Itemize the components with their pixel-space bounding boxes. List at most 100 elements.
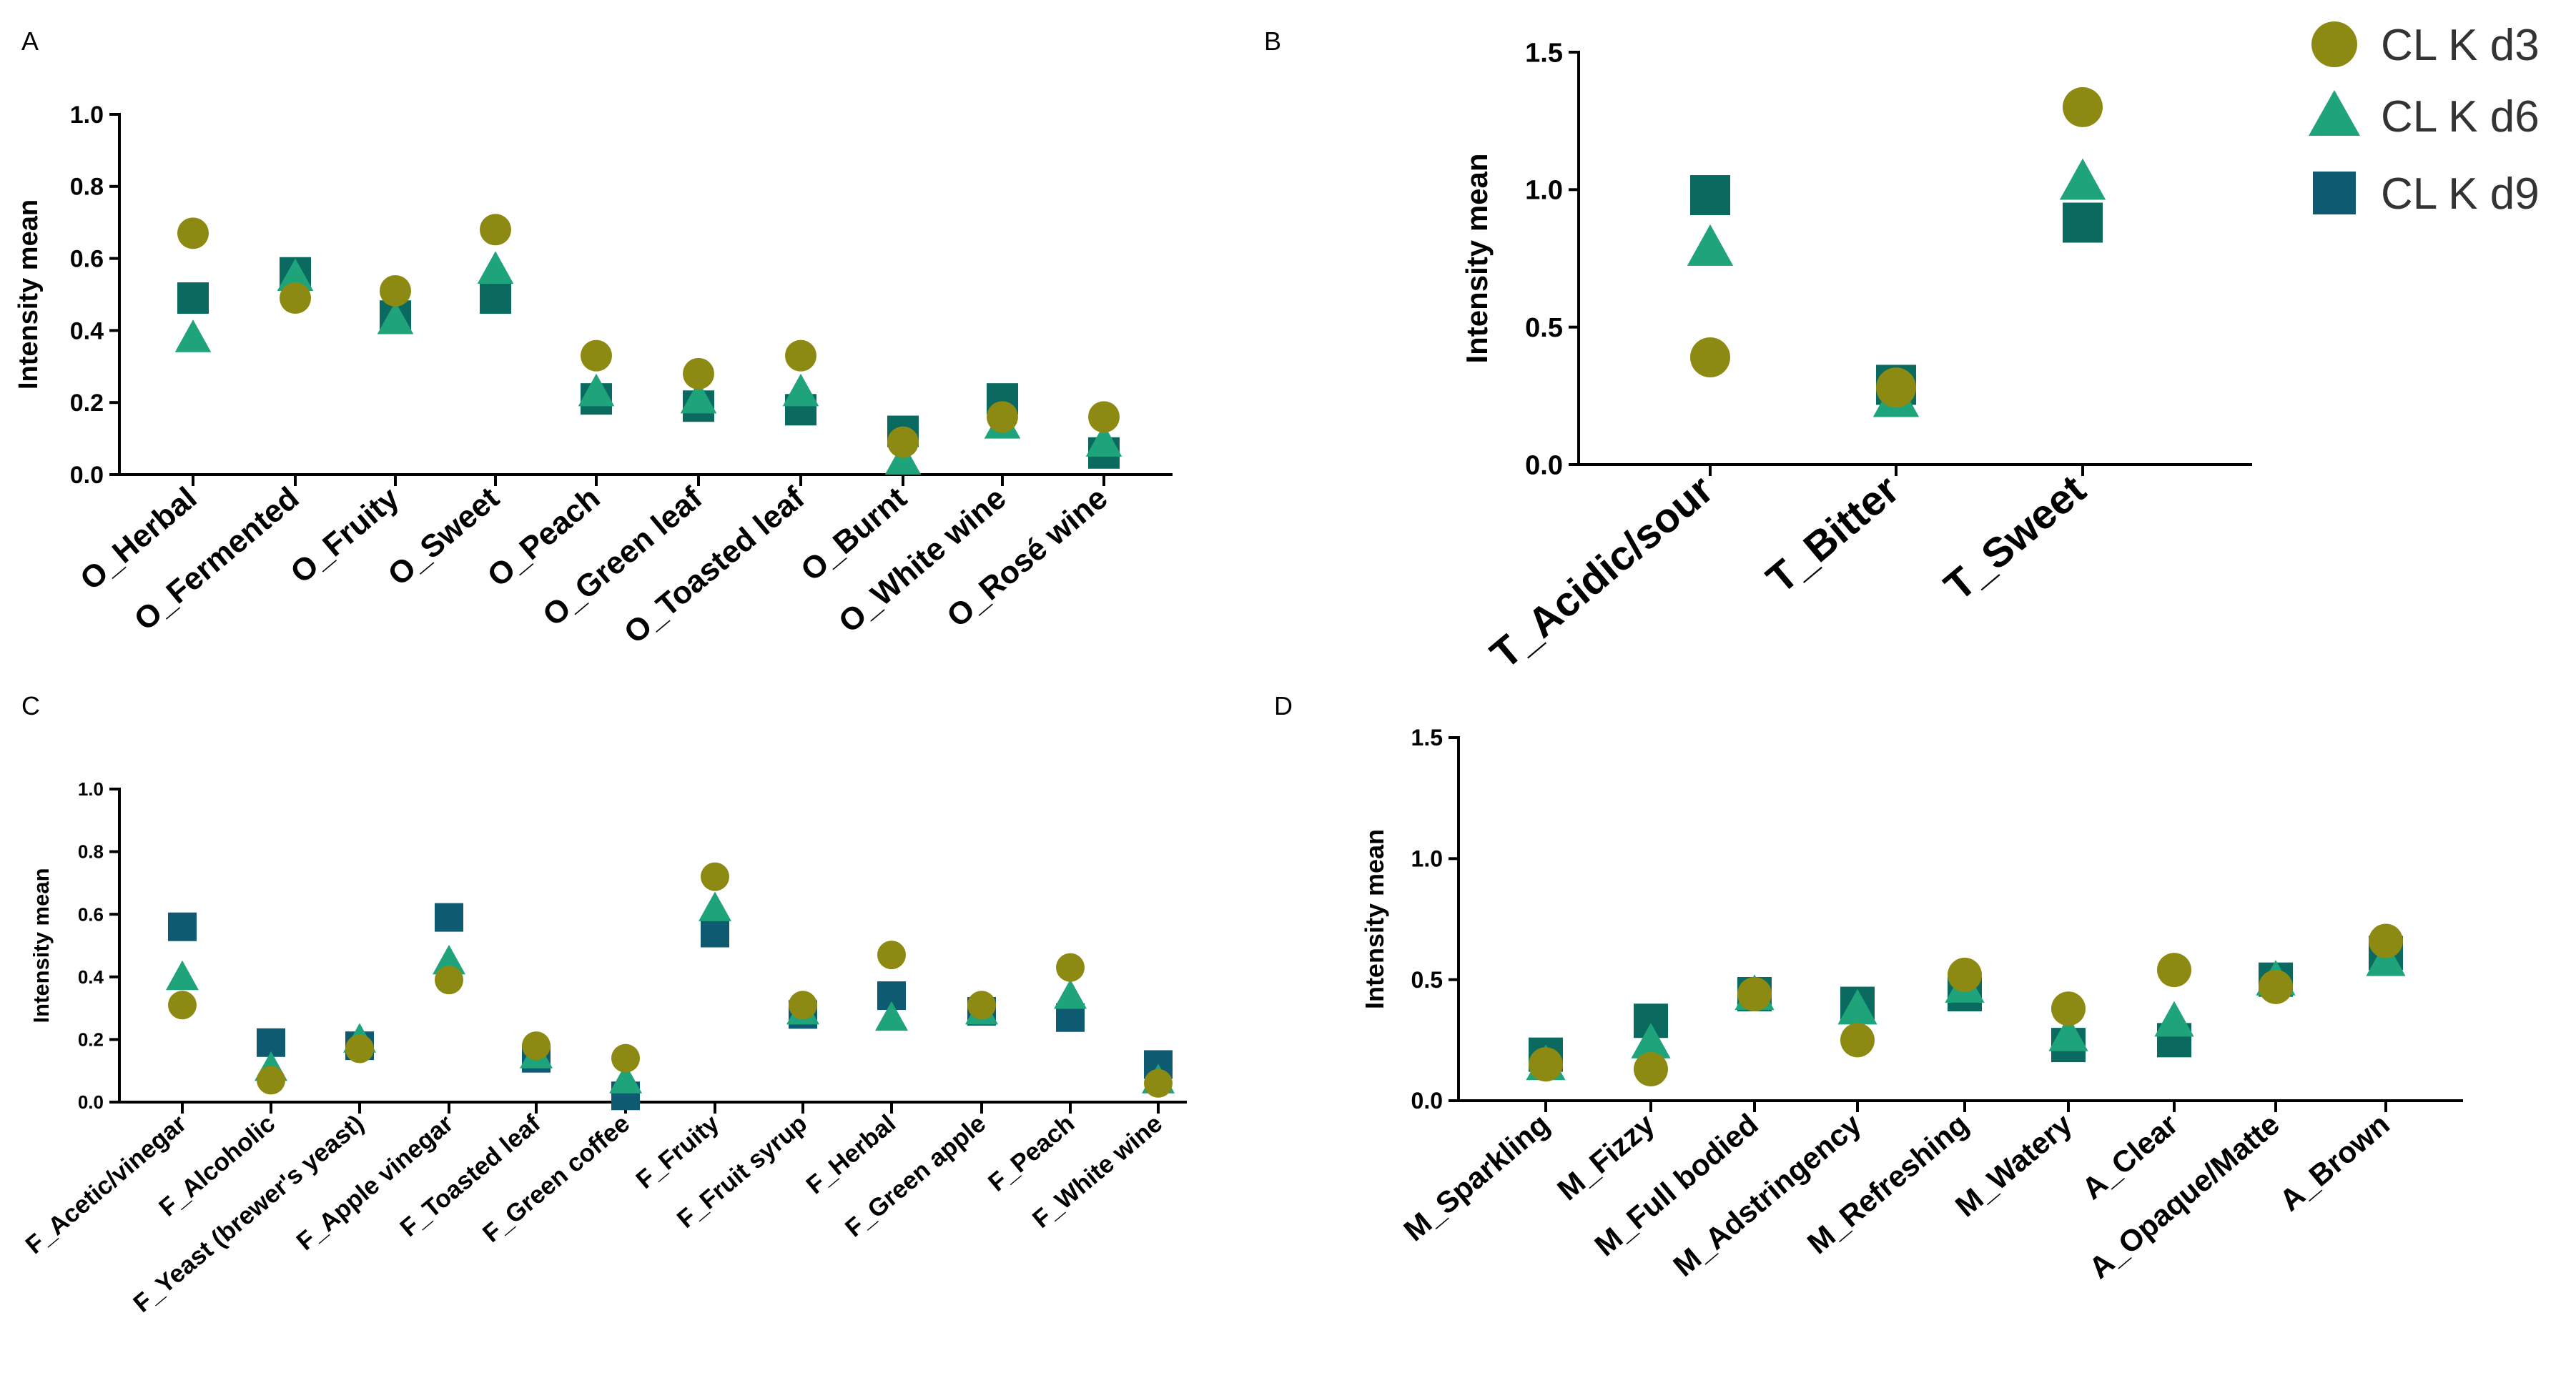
y-tick-label: 1.0: [1411, 846, 1443, 872]
x-tick-label: M_Watery: [1949, 1106, 2078, 1223]
panel-C: C 0.0 0.2 0.4 0.6 0.8 1.0 Intensity mean F_Aceti…: [20, 691, 1187, 1318]
x-tick-label: O_Toasted leaf: [618, 480, 811, 650]
y-axis-label: Intensity mean: [14, 199, 44, 390]
legend: CL K d3 CL K d6 CL K d9: [2309, 21, 2540, 219]
panel-label: D: [1274, 691, 1293, 720]
marker-d3: [611, 1043, 640, 1073]
legend-marker-circle: [2311, 21, 2357, 67]
x-tick-label: F_Acetic/vinegar: [20, 1109, 192, 1259]
legend-marker-triangle: [2309, 90, 2360, 136]
marker-d6: [433, 944, 465, 975]
marker-d3: [1144, 1069, 1173, 1098]
marker-d9: [701, 918, 729, 948]
x-tick-label: A_Brown: [2273, 1107, 2395, 1218]
x-tick-label: A_Opaque/Matte: [2083, 1107, 2286, 1285]
marker-d9: [168, 912, 197, 941]
panel-B: B 0.0 0.5 1.0 1.5 Intensity mean T_Acidic/sour…: [1264, 26, 2252, 678]
marker-d6: [1837, 988, 1877, 1025]
marker-d6: [2154, 1001, 2194, 1037]
marker-d6: [2048, 1015, 2088, 1051]
y-tick-label: 1.5: [1411, 725, 1443, 750]
y-axis-label: Intensity mean: [1460, 153, 1494, 363]
marker-d3: [1840, 1023, 1875, 1058]
marker-d3: [2259, 969, 2293, 1004]
panel-D: D 0.0 0.5 1.0 1.5 Intensity mean M_Sparkling M_…: [1274, 691, 2463, 1285]
marker-d6: [609, 1064, 642, 1094]
y-tick-label: 0.6: [70, 246, 104, 273]
marker-d6: [2059, 158, 2106, 200]
y-tick-label: 0.0: [1411, 1088, 1443, 1114]
marker-d3: [1056, 953, 1085, 982]
marker-d3: [1737, 976, 1772, 1011]
marker-d3: [877, 941, 906, 970]
x-tick-label: O_Sweet: [382, 480, 506, 593]
marker-d3: [1690, 337, 1730, 377]
y-tick-label: 1.0: [78, 778, 104, 800]
marker-d3: [257, 1066, 285, 1095]
marker-d3: [887, 426, 919, 458]
y-tick-label: 0.6: [78, 903, 104, 925]
marker-d6: [875, 1001, 908, 1031]
y-tick-label: 0.0: [70, 462, 104, 489]
marker-d6: [1687, 224, 1734, 266]
x-tick-label: M_Sparkling: [1397, 1107, 1556, 1248]
x-tick-label: F_Green coffee: [478, 1109, 635, 1248]
marker-d6: [1631, 1023, 1671, 1059]
marker-d6: [884, 442, 922, 475]
marker-d3: [2157, 953, 2191, 988]
y-axis-label: Intensity mean: [29, 868, 54, 1023]
marker-d3: [789, 991, 817, 1020]
marker-d3: [785, 339, 816, 372]
marker-d3: [683, 357, 714, 390]
y-tick-label: 1.0: [70, 101, 104, 129]
x-tick-label: T_Sweet: [1935, 466, 2094, 610]
panel-label: B: [1264, 26, 1281, 56]
marker-d6: [578, 373, 615, 407]
y-tick-label: 0.5: [1525, 313, 1563, 343]
marker-d3: [1529, 1047, 1563, 1082]
marker-d3: [480, 214, 511, 246]
marker-d3: [1948, 957, 1982, 992]
y-tick-label: 0.0: [1525, 450, 1563, 480]
marker-d6: [782, 373, 819, 407]
marker-d6: [2366, 940, 2406, 976]
marker-d3: [1876, 367, 1916, 408]
marker-d3: [987, 401, 1018, 433]
panel-label: C: [21, 691, 40, 720]
marker-d3: [2051, 991, 2086, 1026]
x-tick-label: T_Acidic/sour: [1482, 466, 1722, 678]
y-tick-label: 0.8: [78, 841, 104, 863]
legend-label: CL K d9: [2381, 169, 2540, 219]
marker-d3: [168, 991, 197, 1020]
marker-d9: [480, 282, 511, 314]
y-tick-label: 0.2: [78, 1029, 104, 1051]
marker-d9: [2063, 202, 2103, 243]
y-tick-label: 0.5: [1411, 967, 1443, 993]
marker-d6: [1054, 979, 1087, 1009]
marker-d3: [2369, 923, 2403, 958]
x-tick-label: F_Apple vinegar: [291, 1109, 458, 1256]
y-tick-label: 1.0: [1525, 176, 1563, 206]
y-tick-label: 0.4: [78, 966, 104, 988]
marker-d6: [699, 891, 731, 921]
marker-d9: [177, 282, 209, 314]
y-tick-label: 1.5: [1525, 38, 1563, 68]
x-tick-label: O_White wine: [832, 480, 1012, 640]
marker-d6: [277, 258, 314, 292]
marker-d3: [1088, 401, 1120, 433]
x-tick-label: M_Adstringency: [1667, 1106, 1867, 1282]
marker-d6: [680, 380, 717, 414]
marker-d3: [345, 1034, 374, 1064]
marker-d3: [2063, 86, 2103, 127]
marker-d6: [377, 301, 414, 334]
marker-d3: [701, 862, 729, 891]
marker-d3: [380, 274, 411, 307]
panel-label: A: [21, 26, 39, 56]
x-tick-label: T_Bitter: [1758, 466, 1908, 603]
y-axis-label: Intensity mean: [1360, 829, 1389, 1009]
marker-d3: [1634, 1051, 1668, 1086]
marker-d3: [581, 339, 612, 372]
legend-label: CL K d3: [2381, 21, 2540, 70]
marker-d3: [177, 217, 209, 249]
